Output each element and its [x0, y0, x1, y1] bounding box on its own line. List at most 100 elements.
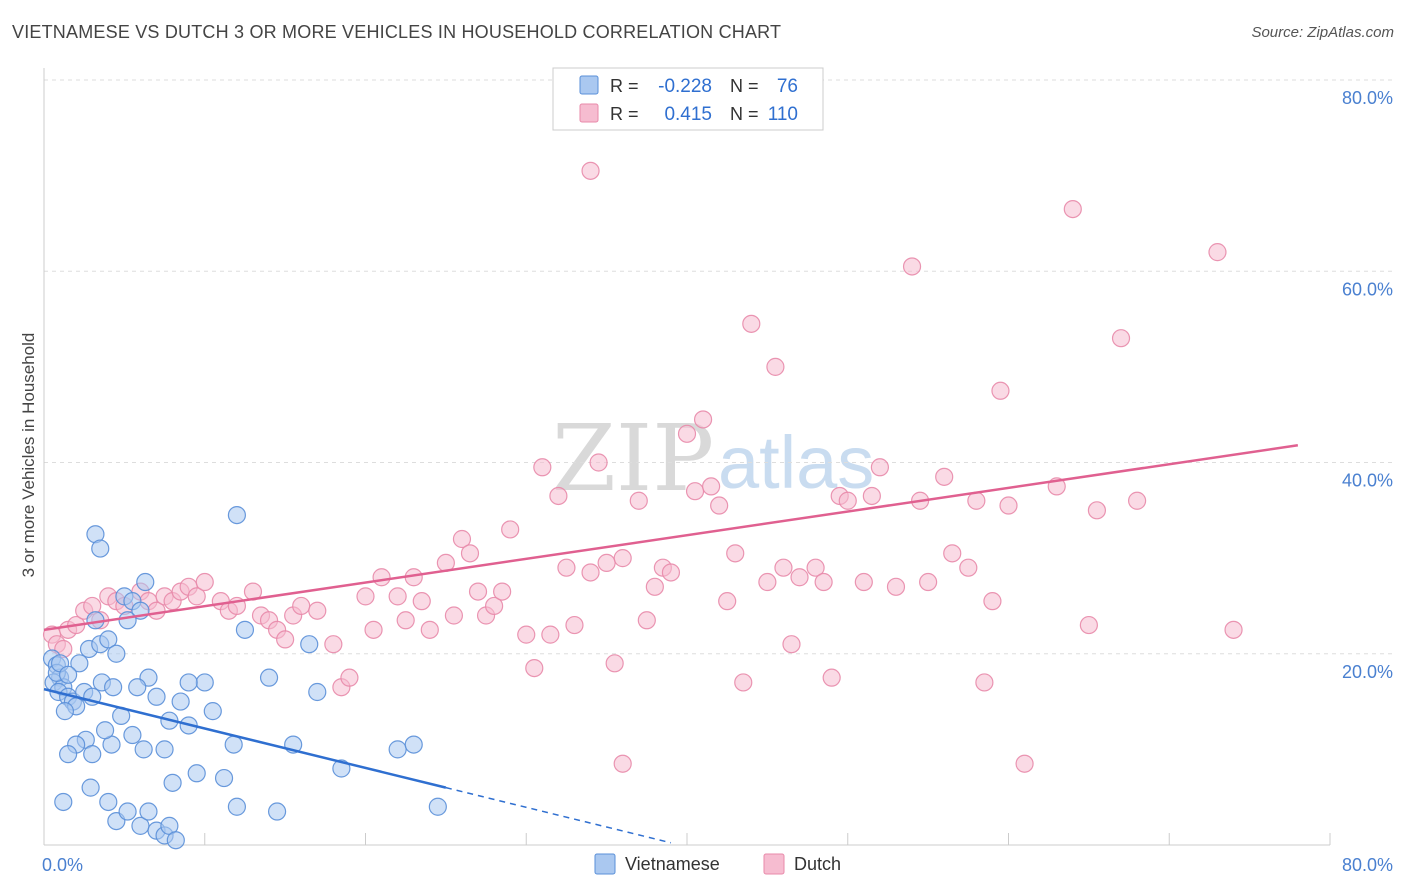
dutch-point-73	[718, 592, 737, 611]
x-ticks	[204, 833, 1331, 845]
dutch-point-44	[452, 529, 472, 549]
legend-r-value-vietnamese: -0.228	[658, 76, 712, 97]
dutch-point-67	[661, 563, 681, 582]
legend-swatch-vietnamese	[579, 75, 599, 95]
vietnamese-point-67	[91, 539, 110, 558]
dutch-point-18	[187, 587, 206, 606]
vietnamese-point-65	[227, 505, 246, 525]
dutch-point-86	[838, 491, 857, 510]
dutch-point-81	[790, 568, 809, 587]
vietnamese-point-12	[70, 654, 89, 673]
dutch-point-54	[541, 625, 560, 644]
dutch-point-55	[549, 486, 568, 506]
vietnamese-point-54	[187, 764, 206, 783]
dutch-point-112	[613, 754, 632, 773]
dutch-point-40	[412, 592, 431, 611]
vietnamese-point-39	[139, 802, 158, 821]
dutch-point-71	[702, 477, 721, 496]
dutch-point-99	[983, 592, 1002, 611]
vietnamese-point-56	[203, 702, 222, 721]
x-tick-min: 0.0%	[42, 855, 83, 875]
vietnamese-point-35	[99, 792, 118, 812]
dutch-point-83	[814, 572, 833, 592]
dutch-point-53	[533, 458, 552, 477]
bottom-legend-dutch: Dutch	[794, 854, 841, 874]
dutch-point-95	[943, 544, 962, 563]
vietnamese-point-29	[95, 721, 115, 740]
bottom-legend-swatch-dutch	[763, 853, 785, 875]
vietnamese-point-60	[235, 620, 255, 639]
dutch-point-76	[742, 314, 761, 333]
legend-r-label-dutch: R =	[610, 104, 639, 124]
vietnamese-point-34	[81, 778, 100, 797]
vietnamese-point-74	[428, 797, 447, 816]
y-tick-labels: 20.0% 40.0% 60.0% 80.0%	[1342, 88, 1393, 682]
y-tick-label-3: 80.0%	[1342, 88, 1393, 108]
series-legend: Vietnamese Dutch	[594, 853, 841, 875]
vietnamese-point-69	[171, 692, 190, 711]
dutch-point-101	[999, 496, 1018, 515]
dutch-point-90	[886, 577, 906, 596]
x-tick-max: 80.0%	[1342, 855, 1393, 875]
dutch-point-109	[1208, 243, 1227, 262]
y-tick-label-0: 20.0%	[1342, 662, 1393, 682]
dutch-point-43	[444, 606, 464, 625]
vietnamese-point-43	[166, 831, 185, 850]
dutch-point-57	[565, 615, 584, 635]
vietnamese-point-55	[195, 673, 214, 692]
vietnamese-point-63	[300, 635, 319, 654]
vietnamese-point-61	[259, 668, 279, 687]
legend-n-value-dutch: 110	[768, 104, 798, 125]
legend-swatch-dutch	[579, 103, 599, 123]
dutch-point-49	[493, 582, 512, 601]
dutch-point-50	[501, 520, 520, 539]
vietnamese-point-9	[55, 702, 74, 721]
vietnamese-point-75	[404, 735, 423, 754]
vietnamese-point-21	[107, 644, 126, 663]
dutch-point-80	[782, 635, 801, 654]
chart-title: VIETNAMESE VS DUTCH 3 OR MORE VEHICLES I…	[12, 22, 782, 42]
dutch-point-79	[774, 558, 793, 577]
vietnamese-point-47	[59, 665, 78, 684]
dutch-point-88	[862, 486, 881, 506]
vietnamese-point-24	[147, 687, 166, 706]
dutch-point-37	[388, 587, 407, 606]
dutch-point-68	[677, 424, 697, 443]
dutch-point-102	[1015, 754, 1034, 773]
dutch-point-91	[902, 257, 922, 276]
legend-n-label-dutch: N =	[730, 104, 759, 124]
vietnamese-trend-line	[43, 687, 447, 789]
dutch-point-94	[935, 467, 954, 486]
vietnamese-point-64	[308, 682, 327, 702]
vietnamese-point-37	[118, 802, 137, 821]
vietnamese-point-26	[123, 725, 142, 745]
dutch-point-61	[605, 654, 624, 673]
dutch-point-108	[1127, 491, 1147, 510]
dutch-point-29	[292, 596, 311, 616]
vietnamese-point-23	[128, 678, 147, 697]
vietnamese-point-50	[136, 572, 155, 592]
vietnamese-point-49	[104, 678, 123, 697]
dutch-trend-line	[43, 444, 1299, 632]
vietnamese-point-58	[224, 735, 243, 754]
dutch-point-59	[589, 453, 608, 472]
trend-lines	[43, 444, 1299, 844]
dutch-point-82	[806, 558, 825, 577]
dutch-point-97	[967, 491, 986, 510]
vietnamese-point-70	[179, 673, 198, 692]
bottom-legend-vietnamese: Vietnamese	[625, 854, 720, 874]
dutch-point-100	[991, 381, 1010, 400]
vietnamese-point-57	[214, 768, 234, 788]
dutch-point-93	[919, 572, 938, 592]
vietnamese-point-20	[118, 611, 137, 630]
dutch-point-46	[468, 582, 488, 601]
dutch-point-75	[734, 673, 753, 692]
dutch-point-62	[613, 549, 632, 568]
vietnamese-point-51	[155, 740, 174, 759]
dutch-point-84	[822, 668, 841, 687]
dutch-point-63	[629, 491, 648, 510]
dutch-point-70	[693, 410, 713, 429]
dutch-point-105	[1079, 615, 1098, 635]
source-label: Source: ZipAtlas.com	[1251, 24, 1394, 41]
